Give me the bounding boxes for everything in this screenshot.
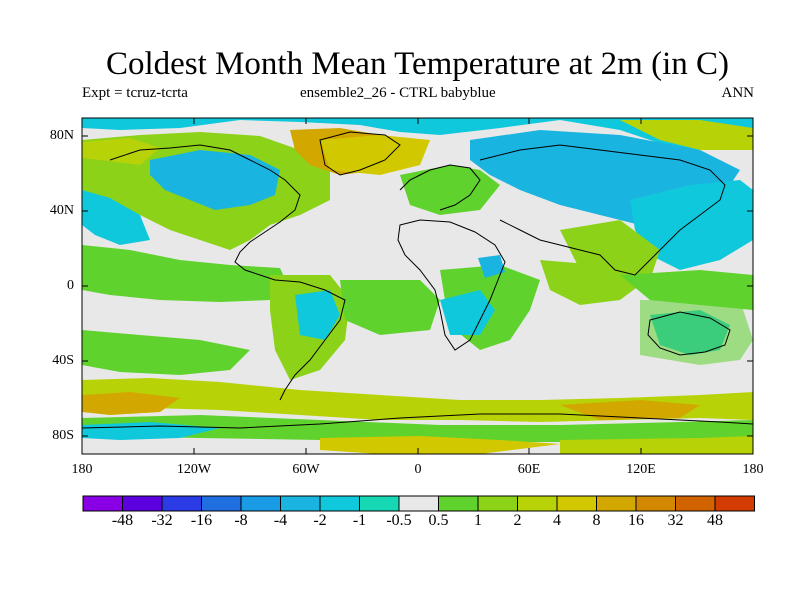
coast-north-america bbox=[109, 144, 301, 281]
colorbar-box-14 bbox=[635, 495, 676, 512]
lat-label-0: 0 bbox=[67, 278, 74, 293]
lon-label-120e: 120E bbox=[626, 462, 656, 477]
lat-label-80n: 80N bbox=[49, 128, 74, 143]
tropical-pacific-green bbox=[82, 245, 290, 302]
plot-title: Coldest Month Mean Temperature at 2m (in… bbox=[105, 46, 730, 82]
colorbar-label-10: 2 bbox=[513, 512, 522, 529]
southern-ocean-orange-2 bbox=[560, 400, 700, 420]
colorbar-box-12 bbox=[556, 495, 597, 512]
colorbar-box-15 bbox=[675, 495, 716, 512]
southern-ocean-orange bbox=[82, 392, 180, 415]
colorbar-box-0 bbox=[82, 495, 123, 512]
colorbar-box-9 bbox=[438, 495, 479, 512]
africa-cyan bbox=[440, 290, 495, 335]
colorbar-label-6: -1 bbox=[352, 512, 367, 529]
colorbar-label-11: 4 bbox=[553, 512, 561, 529]
colorbar-label-14: 32 bbox=[667, 512, 684, 529]
ensemble-label: ensemble2_26 - CTRL babyblue bbox=[300, 85, 496, 101]
lat-label-40s: 40S bbox=[52, 353, 74, 368]
colorbar-box-10 bbox=[477, 495, 518, 512]
lon-label-0: 0 bbox=[414, 462, 422, 477]
colorbar-label-1: -32 bbox=[151, 512, 173, 529]
colorbar-label-15: 48 bbox=[707, 512, 723, 529]
colorbar-label-2: -16 bbox=[190, 512, 213, 529]
anomaly-field bbox=[82, 118, 753, 454]
east-asia-cyan bbox=[630, 180, 753, 270]
colorbar-box-3 bbox=[201, 495, 242, 512]
lon-label-60w: 60W bbox=[292, 462, 320, 477]
southern-green bbox=[82, 330, 250, 375]
colorbar-label-12: 8 bbox=[592, 512, 601, 529]
coastlines bbox=[81, 131, 754, 429]
colorbar-label-9: 1 bbox=[474, 512, 482, 529]
greenland-orange bbox=[320, 135, 430, 175]
colorbar-label-7: -0.5 bbox=[386, 512, 412, 529]
colorbar-label-0: -48 bbox=[111, 512, 134, 529]
experiment-label: Expt = tcruz-tcrta bbox=[82, 85, 188, 101]
axis-ticks bbox=[82, 118, 753, 454]
colorbar-box-1 bbox=[122, 495, 163, 512]
lon-label-180w: 180 bbox=[71, 462, 93, 477]
lon-label-60e: 60E bbox=[517, 462, 541, 477]
coast-africa bbox=[397, 219, 506, 351]
lat-label-40n: 40N bbox=[49, 203, 74, 218]
antarctic-orange bbox=[320, 436, 560, 454]
colorbar-boxes bbox=[82, 495, 755, 512]
colorbar-label-3: -8 bbox=[234, 512, 248, 529]
coast-asia bbox=[479, 144, 726, 276]
east-africa-cyan bbox=[478, 255, 505, 278]
colorbar-box-11 bbox=[517, 495, 558, 512]
south-america-cyan bbox=[295, 290, 340, 340]
coast-south-america bbox=[274, 279, 346, 401]
lon-label-120w: 120W bbox=[176, 462, 212, 477]
colorbar-box-7 bbox=[359, 495, 400, 512]
europe-green bbox=[400, 165, 500, 215]
australia-green bbox=[640, 300, 753, 365]
colorbar-box-5 bbox=[280, 495, 321, 512]
siberia-yellow bbox=[620, 120, 753, 150]
colorbar-label-8: 0.5 bbox=[428, 512, 449, 529]
north-pacific-cyan bbox=[82, 190, 150, 245]
coast-antarctica bbox=[81, 413, 754, 429]
colorbar-label-13: 16 bbox=[628, 512, 644, 529]
colorbar-box-4 bbox=[240, 495, 281, 512]
coast-greenland bbox=[319, 131, 401, 176]
indian-ocean-green bbox=[540, 260, 640, 305]
antarctic-bottom bbox=[560, 436, 753, 454]
colorbar-box-13 bbox=[596, 495, 637, 512]
colorbar-label-5: -2 bbox=[313, 512, 327, 529]
lat-label-80s: 80S bbox=[52, 428, 74, 443]
antarctic-green bbox=[82, 415, 753, 442]
alaska-yellow bbox=[82, 138, 160, 165]
atlantic-green bbox=[340, 280, 440, 335]
colorbar-label-4: -4 bbox=[273, 512, 288, 529]
lon-label-180e: 180 bbox=[742, 462, 764, 477]
season-label: ANN bbox=[721, 85, 755, 101]
canada-cyan bbox=[150, 150, 280, 210]
coast-europe bbox=[399, 164, 481, 211]
colorbar-box-6 bbox=[319, 495, 360, 512]
coast-australia bbox=[647, 311, 731, 356]
colorbar-box-16 bbox=[714, 495, 755, 512]
colorbar-box-8 bbox=[398, 495, 439, 512]
colorbar-box-2 bbox=[161, 495, 202, 512]
